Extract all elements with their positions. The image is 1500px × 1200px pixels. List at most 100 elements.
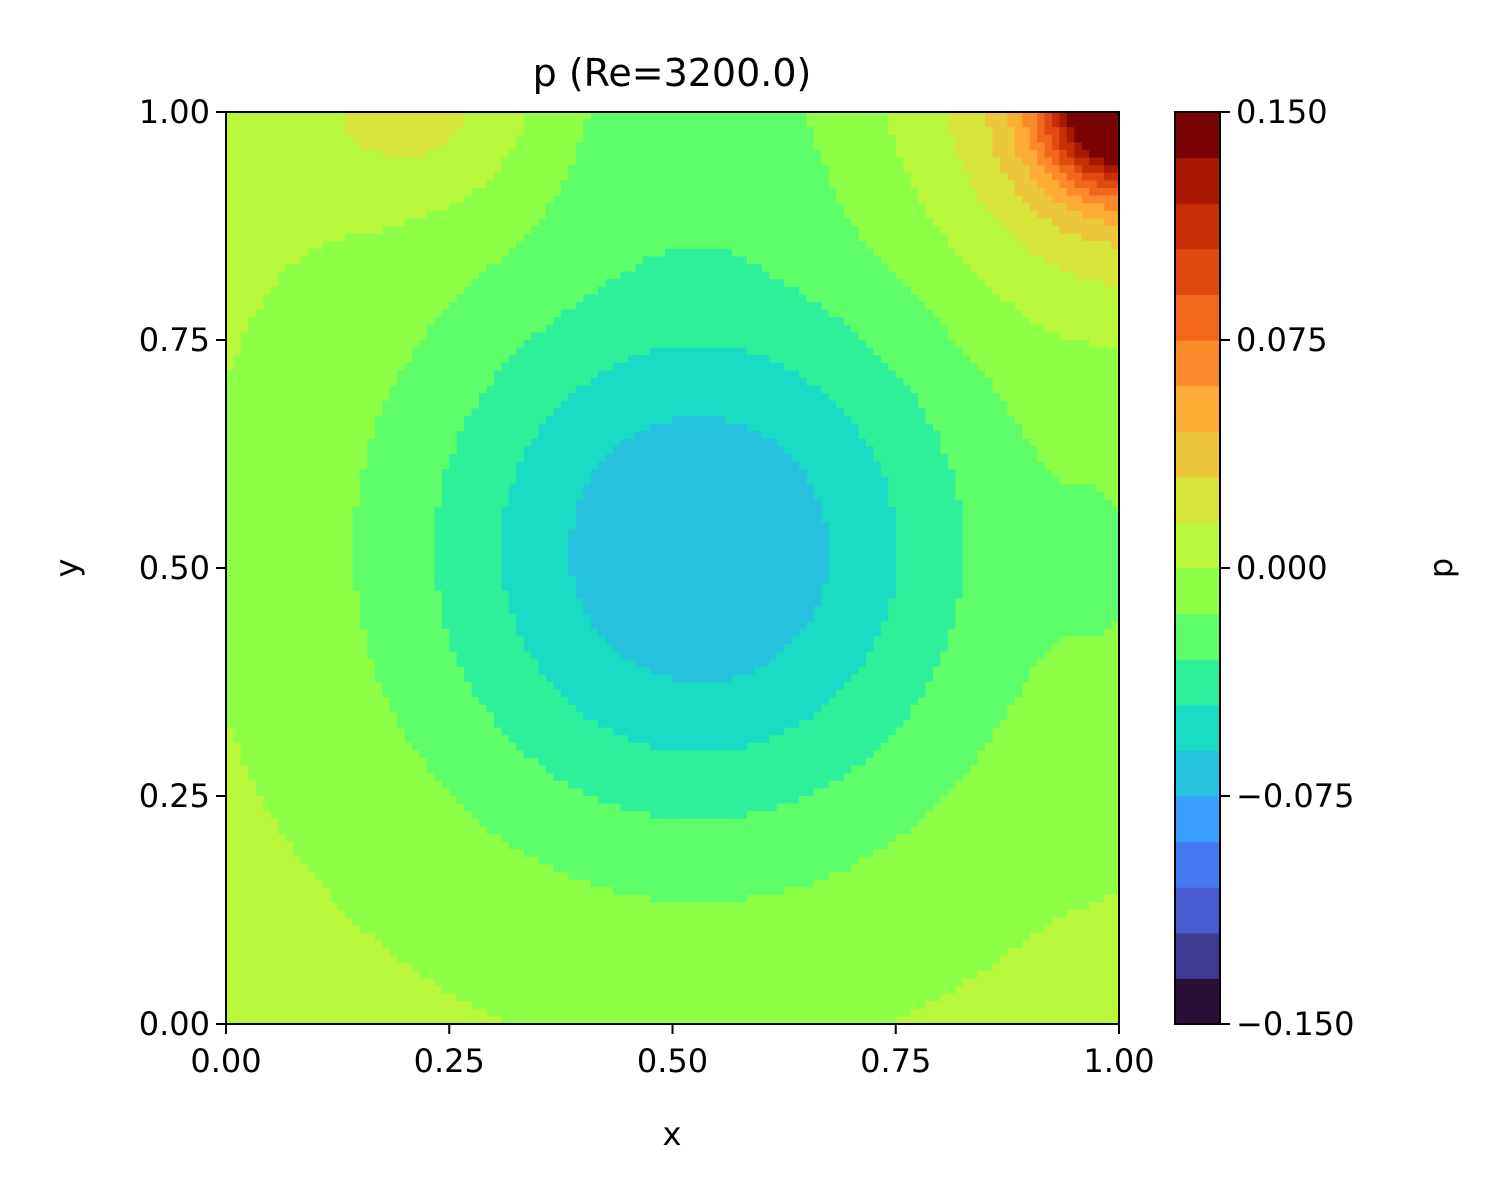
field-cell (657, 248, 666, 257)
field-cell (330, 226, 339, 235)
field-cell (791, 355, 800, 364)
field-cell (434, 112, 443, 121)
field-cell (925, 378, 934, 387)
field-cell (352, 264, 361, 273)
field-cell (858, 210, 867, 219)
field-cell (307, 416, 316, 425)
field-cell (962, 241, 971, 250)
field-cell (426, 165, 435, 174)
field-cell (575, 248, 584, 257)
field-cell (836, 271, 845, 280)
field-cell (620, 370, 629, 379)
field-cell (404, 203, 413, 212)
field-cell (888, 195, 897, 204)
field-cell (285, 294, 294, 303)
field-cell (761, 241, 770, 250)
field-cell (799, 355, 808, 364)
field-cell (642, 172, 651, 181)
field-cell (821, 302, 830, 311)
field-cell (806, 165, 815, 174)
field-cell (1104, 286, 1113, 295)
field-cell (523, 188, 532, 197)
field-cell (575, 112, 584, 121)
field-cell (1044, 119, 1053, 128)
field-cell (642, 210, 651, 219)
field-cell (493, 210, 502, 219)
field-cell (679, 408, 688, 417)
field-cell (538, 134, 547, 143)
field-cell (895, 195, 904, 204)
field-cell (560, 195, 569, 204)
field-cell (1074, 271, 1083, 280)
field-cell (910, 302, 919, 311)
field-cell (679, 180, 688, 189)
field-cell (799, 134, 808, 143)
field-cell (560, 226, 569, 235)
field-cell (828, 416, 837, 425)
field-cell (233, 340, 242, 349)
field-cell (345, 165, 354, 174)
field-cell (784, 332, 793, 341)
field-cell (813, 347, 822, 356)
field-cell (389, 416, 398, 425)
field-cell (471, 400, 480, 409)
field-cell (292, 264, 302, 273)
field-cell (270, 332, 279, 341)
field-cell (501, 370, 510, 379)
field-cell (300, 172, 309, 181)
field-cell (419, 332, 428, 341)
field-cell (263, 188, 272, 197)
field-cell (895, 332, 904, 341)
field-cell (270, 385, 279, 394)
field-cell (441, 256, 450, 265)
field-cell (799, 119, 808, 128)
field-cell (724, 416, 733, 425)
field-cell (672, 241, 681, 250)
field-cell (947, 302, 956, 311)
field-cell (359, 408, 368, 417)
field-cell (1089, 195, 1098, 204)
field-cell (270, 233, 279, 242)
field-cell (732, 195, 741, 204)
field-cell (724, 127, 733, 136)
field-cell (873, 400, 882, 409)
field-cell (359, 370, 368, 379)
field-cell (292, 142, 302, 151)
field-cell (776, 393, 785, 402)
field-cell (679, 203, 688, 212)
field-cell (865, 408, 875, 417)
field-cell (880, 134, 889, 143)
field-cell (612, 157, 622, 166)
field-cell (330, 332, 339, 341)
field-cell (679, 150, 688, 159)
field-cell (709, 408, 718, 417)
field-cell (769, 423, 778, 432)
field-cell (717, 210, 726, 219)
field-cell (999, 241, 1008, 250)
field-cell (389, 423, 398, 432)
field-cell (404, 142, 413, 151)
field-cell (545, 324, 555, 333)
field-cell (441, 150, 450, 159)
field-cell (456, 210, 465, 219)
field-cell (784, 362, 793, 371)
field-cell (598, 340, 607, 349)
field-cell (932, 157, 941, 166)
field-cell (412, 188, 421, 197)
field-cell (627, 370, 636, 379)
field-cell (665, 165, 674, 174)
field-cell (479, 119, 488, 128)
field-cell (687, 385, 696, 394)
field-cell (516, 286, 525, 295)
field-cell (724, 370, 733, 379)
field-cell (1059, 286, 1068, 295)
field-cell (449, 279, 458, 288)
field-cell (784, 279, 793, 288)
field-cell (702, 423, 711, 432)
field-cell (672, 385, 681, 394)
field-cell (627, 172, 636, 181)
field-cell (553, 324, 562, 333)
field-cell (464, 340, 473, 349)
field-cell (694, 332, 703, 341)
field-cell (672, 142, 681, 151)
